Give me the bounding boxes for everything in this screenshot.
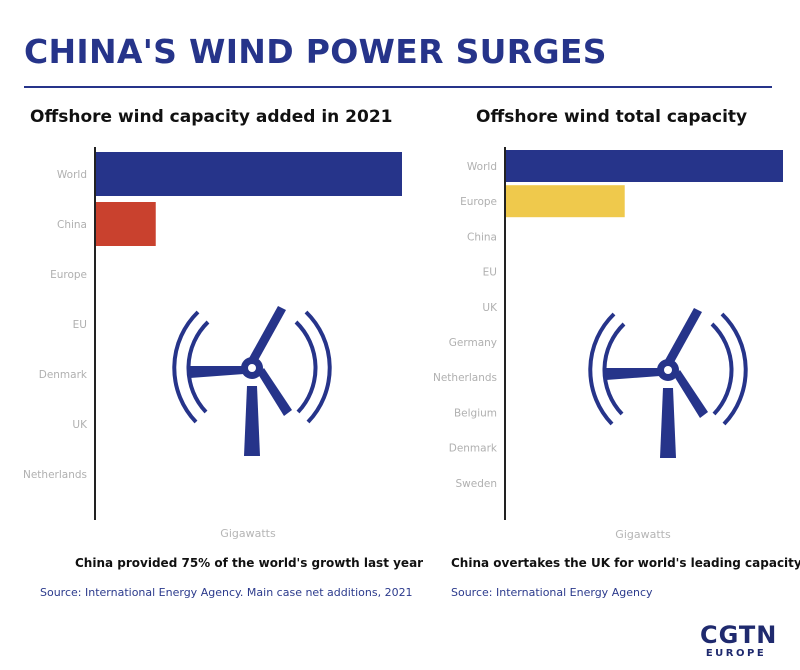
right-category-label: UK xyxy=(482,302,498,314)
right-category-label: Netherlands xyxy=(433,372,497,384)
page-title: CHINA'S WIND POWER SURGES xyxy=(24,32,607,71)
left-category-label: World xyxy=(57,169,87,181)
right-caption: China overtakes the UK for world's leadi… xyxy=(451,556,800,570)
left-category-label: UK xyxy=(72,419,88,431)
right-category-label: EU xyxy=(483,267,497,279)
left-category-label: EU xyxy=(73,319,87,331)
right-category-label: Sweden xyxy=(456,478,498,490)
left-x-axis-label: Gigawatts xyxy=(220,527,276,540)
right-category-label: Denmark xyxy=(449,443,498,455)
right-category-label: China xyxy=(467,231,497,243)
left-chart-title: Offshore wind capacity added in 2021 xyxy=(30,107,393,127)
left-category-label: Netherlands xyxy=(23,469,87,481)
right-category-label: World xyxy=(467,161,497,173)
left-category-label: Denmark xyxy=(39,369,88,381)
left-caption: China provided 75% of the world's growth… xyxy=(75,556,424,570)
right-category-label: Europe xyxy=(460,196,497,208)
left-source: Source: International Energy Agency. Mai… xyxy=(40,586,413,599)
logo-main-text: CGTN xyxy=(700,621,778,649)
wind-turbine-icon xyxy=(588,308,748,458)
right-category-label: Belgium xyxy=(454,407,497,419)
right-category-label: Germany xyxy=(449,337,497,349)
title-divider xyxy=(24,86,772,88)
logo-sub-text: EUROPE xyxy=(705,648,767,659)
wind-turbine-icon xyxy=(172,306,332,456)
left-category-label: China xyxy=(57,219,87,231)
left-bar-chart: World China Europe EU Denmark UK Netherlands Gi… xyxy=(23,147,402,540)
left-category-label: Europe xyxy=(50,269,87,281)
left-bar xyxy=(96,202,156,246)
right-source: Source: International Energy Agency xyxy=(451,586,653,599)
left-bar xyxy=(96,152,402,196)
right-bar-chart: World Europe China EU UK Germany Netherlands Be… xyxy=(433,147,783,541)
right-bar xyxy=(506,185,625,218)
right-x-axis-label: Gigawatts xyxy=(615,528,671,541)
right-chart-title: Offshore wind total capacity xyxy=(476,107,748,127)
right-bar xyxy=(506,150,783,182)
cgtn-logo: CGTN EUROPE xyxy=(700,621,778,660)
